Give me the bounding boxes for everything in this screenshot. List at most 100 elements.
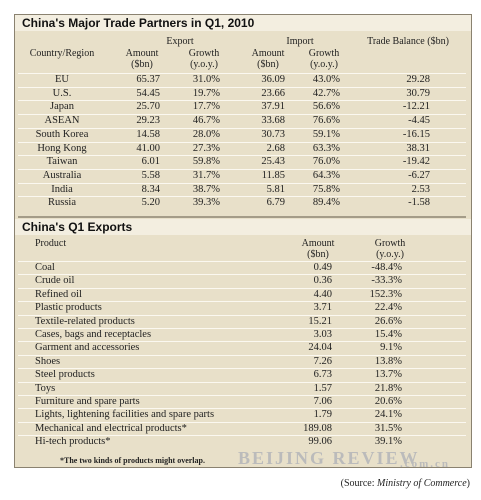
row-label: Furniture and spare parts — [35, 396, 140, 407]
row-label: Refined oil — [35, 288, 82, 300]
column-header: Amount — [125, 48, 159, 59]
source-part: Ministry of Commerce — [377, 478, 467, 489]
column-header: (y.o.y.) — [310, 59, 338, 70]
footnote: *The two kinds of products might overlap… — [60, 456, 205, 465]
cell-value: -4.45 — [408, 115, 430, 127]
cell-value: -19.42 — [402, 156, 430, 168]
row-separator — [18, 301, 466, 303]
cell-value: 17.7% — [192, 101, 220, 113]
cell-value: 21.8% — [374, 382, 402, 394]
cell-value: 6.73 — [313, 369, 332, 381]
row-label: Garment and accessories — [35, 342, 140, 354]
row-label: Hi-tech products* — [35, 436, 111, 448]
row-separator — [18, 114, 466, 116]
cell-value: -1.58 — [408, 197, 430, 209]
row-separator — [18, 182, 466, 184]
table-title: China's Major Trade Partners in Q1, 2010 — [22, 16, 255, 30]
row-separator — [18, 328, 466, 329]
row-label: Textile-related products — [35, 315, 135, 327]
cell-value: 6.79 — [266, 197, 285, 209]
cell-value: 33.68 — [261, 115, 285, 127]
cell-value: 2.68 — [266, 142, 285, 154]
column-header: Product — [35, 238, 67, 249]
source: (Source: Ministry of Commerce) — [341, 478, 470, 490]
watermark: BEIJING REVIEW — [238, 448, 420, 468]
cell-value: -6.27 — [408, 169, 430, 181]
column-header: Growth — [308, 48, 340, 59]
row-separator — [18, 261, 466, 262]
cell-value: 25.70 — [136, 101, 160, 113]
cell-value: 56.6% — [312, 101, 340, 113]
cell-value: 41.00 — [136, 142, 160, 154]
cell-value: -12.21 — [402, 101, 430, 113]
cell-value: 7.06 — [313, 396, 332, 407]
row-label: Hong Kong — [37, 142, 87, 154]
cell-value: 27.3% — [192, 142, 220, 154]
cell-value: 11.85 — [261, 169, 285, 181]
cell-value: 8.34 — [141, 183, 160, 195]
cell-value: 3.03 — [313, 329, 332, 340]
row-separator — [18, 368, 466, 370]
cell-value: 20.6% — [374, 396, 402, 407]
row-label: Cases, bags and receptacles — [35, 329, 152, 340]
cell-value: 15.4% — [374, 329, 402, 340]
cell-value: 31.0% — [192, 74, 220, 85]
cell-value: 65.37 — [136, 74, 160, 85]
panel — [14, 14, 472, 468]
row-separator — [18, 168, 466, 170]
row-label: ASEAN — [44, 115, 80, 127]
cell-value: 31.7% — [192, 169, 220, 181]
cell-value: 29.28 — [406, 74, 430, 85]
cell-value: 99.06 — [308, 436, 332, 448]
cell-value: 2.53 — [411, 183, 430, 195]
row-separator — [18, 100, 466, 102]
cell-value: 46.7% — [192, 115, 220, 127]
table-title: China's Q1 Exports — [22, 220, 133, 234]
row-separator — [18, 314, 466, 316]
cell-value: 1.57 — [313, 382, 332, 394]
cell-value: 25.43 — [261, 156, 285, 168]
cell-value: 4.40 — [313, 288, 332, 300]
column-header: (y.o.y.) — [190, 59, 218, 70]
row-separator — [18, 408, 466, 410]
title-band — [15, 15, 471, 31]
column-header: Amount — [301, 238, 335, 249]
source-part: (Source: — [340, 478, 378, 489]
cell-value: 24.04 — [308, 342, 332, 354]
cell-value: 38.7% — [192, 183, 220, 195]
cell-value: 59.8% — [192, 156, 220, 168]
row-separator — [18, 395, 466, 396]
cell-value: 36.09 — [261, 74, 285, 85]
cell-value: -33.3% — [371, 275, 402, 287]
column-header: Trade Balance ($bn) — [367, 36, 449, 47]
row-separator — [18, 196, 466, 198]
cell-value: 3.71 — [313, 302, 332, 314]
column-header: ($bn) — [257, 59, 279, 70]
cell-value: -16.15 — [402, 128, 430, 140]
cell-value: 23.66 — [261, 87, 285, 99]
cell-value: -48.4% — [371, 262, 402, 273]
cell-value: 76.0% — [312, 156, 340, 168]
row-label: South Korea — [35, 128, 89, 140]
watermark-domain: .com.cn — [400, 458, 451, 470]
cell-value: 29.23 — [136, 115, 160, 127]
cell-value: 9.1% — [380, 342, 402, 354]
cell-value: 152.3% — [369, 288, 402, 300]
row-label: Coal — [35, 262, 55, 273]
cell-value: 75.8% — [312, 183, 340, 195]
row-separator — [18, 155, 466, 157]
cell-value: 22.4% — [374, 302, 402, 314]
cell-value: 13.8% — [374, 355, 402, 367]
cell-value: 59.1% — [312, 128, 340, 140]
group-header: Import — [286, 36, 314, 47]
cell-value: 15.21 — [308, 315, 332, 327]
row-separator — [18, 274, 466, 276]
row-label: EU — [55, 74, 69, 85]
cell-value: 76.6% — [312, 115, 340, 127]
row-label: Lights, lightening facilities and spare … — [35, 409, 215, 421]
cell-value: 89.4% — [312, 197, 340, 209]
cell-value: 14.58 — [136, 128, 160, 140]
cell-value: 6.01 — [141, 156, 160, 168]
group-header: Export — [166, 36, 194, 47]
